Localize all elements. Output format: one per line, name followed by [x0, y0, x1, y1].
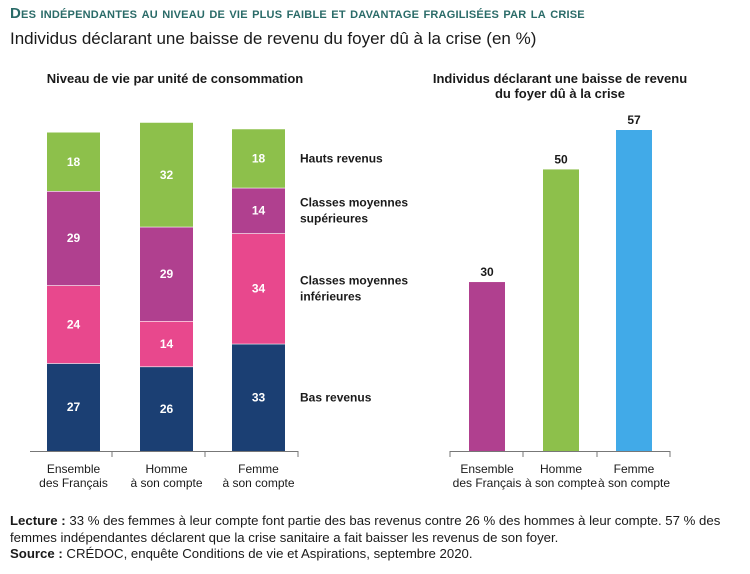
category-label: Homme: [145, 462, 187, 476]
bar-segment: [140, 366, 193, 451]
segment-value-label: 18: [67, 155, 81, 169]
lecture-text: 33 % des femmes à leur compte font parti…: [10, 513, 721, 545]
bar-segment: [232, 233, 285, 344]
bar-segment: [232, 187, 285, 234]
category-label: à son compte: [222, 476, 294, 490]
segment-value-label: 14: [160, 337, 174, 351]
chart-title: Des indépendantes au niveau de vie plus …: [10, 5, 585, 22]
segment-value-label: 24: [67, 317, 81, 331]
legend-label: Classes moyennes: [300, 274, 408, 288]
legend-label: inférieures: [300, 290, 362, 304]
bar-segment: [140, 226, 193, 321]
bar-value-label: 57: [627, 113, 641, 127]
legend-label: Hauts revenus: [300, 152, 383, 166]
legend-label: Classes moyennes: [300, 196, 408, 210]
bar: [469, 282, 505, 451]
category-label: Femme: [614, 462, 655, 476]
segment-value-label: 29: [160, 267, 174, 281]
segment-value-label: 32: [160, 168, 174, 182]
segment-value-label: 27: [67, 400, 81, 414]
category-label: Ensemble: [47, 462, 101, 476]
bar-segment: [47, 132, 100, 191]
category-label: Ensemble: [460, 462, 514, 476]
legend-label: Bas revenus: [300, 390, 372, 404]
segment-value-label: 29: [67, 231, 81, 245]
panel-title-niveau-de-vie: Niveau de vie par unité de consommation: [46, 71, 304, 86]
segment-value-label: 14: [252, 204, 266, 218]
bar-segment: [47, 363, 100, 451]
bar-value-label: 30: [480, 265, 494, 279]
bar: [543, 169, 579, 451]
category-label: à son compte: [598, 476, 670, 490]
source-text: CRÉDOC, enquête Conditions de vie et Asp…: [62, 546, 473, 561]
bar-value-label: 50: [554, 152, 568, 166]
lecture-label: Lecture :: [10, 513, 66, 528]
bar: [616, 130, 652, 451]
category-label: des Français: [453, 476, 522, 490]
chart-subtitle: Individus déclarant une baisse de revenu…: [10, 29, 537, 48]
bar-segment: [232, 129, 285, 188]
bar-segment: [232, 343, 285, 451]
segment-value-label: 18: [252, 152, 266, 166]
segment-value-label: 26: [160, 402, 174, 416]
category-label: Femme: [238, 462, 279, 476]
category-label: à son compte: [525, 476, 597, 490]
bar-segment: [140, 122, 193, 227]
source-label: Source :: [10, 546, 63, 561]
segment-value-label: 33: [252, 390, 266, 404]
bar-segment: [47, 191, 100, 286]
category-label: Homme: [540, 462, 582, 476]
category-label: des Français: [39, 476, 108, 490]
segment-value-label: 34: [252, 282, 266, 296]
legend-label: supérieures: [300, 212, 368, 226]
panel-title-baisse-revenu: Individus déclarant une baisse de revenu…: [432, 71, 688, 101]
bar-segment: [47, 285, 100, 364]
bar-segment: [140, 321, 193, 367]
category-label: à son compte: [130, 476, 202, 490]
footer-notes: Lecture : 33 % des femmes à leur compte …: [10, 513, 745, 563]
